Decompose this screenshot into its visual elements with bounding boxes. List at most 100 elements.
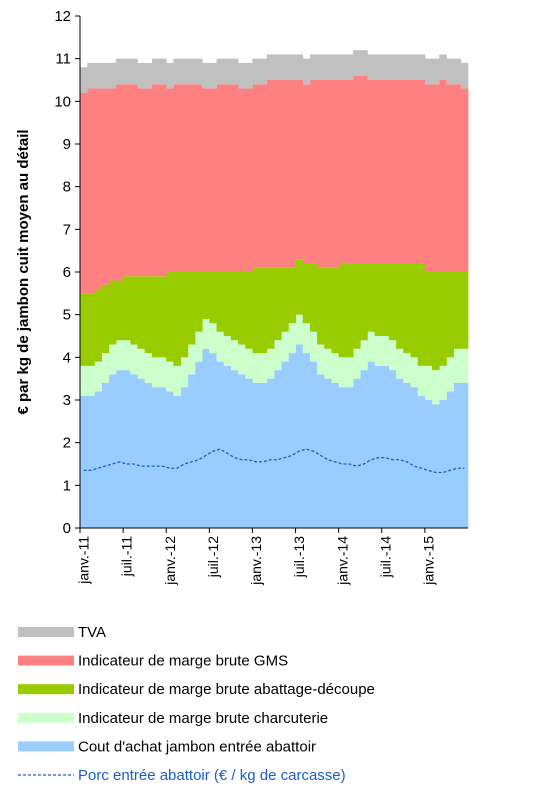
legend-label: Indicateur de marge brute GMS (78, 653, 288, 670)
area-segment (324, 54, 332, 80)
area-segment (410, 80, 419, 264)
area-segment (274, 267, 282, 341)
area-segment (137, 276, 146, 349)
area-segment (180, 84, 189, 273)
area-segment (151, 84, 160, 277)
area-segment (403, 263, 411, 354)
area-segment (115, 280, 124, 341)
y-tick-label: 3 (63, 392, 71, 409)
area-segment (302, 58, 311, 85)
area-segment (209, 272, 217, 324)
area-segment (123, 276, 131, 341)
area-segment (137, 62, 146, 89)
area-segment (317, 374, 325, 528)
legend-swatch (18, 684, 74, 695)
x-tick-label: juil.-14 (377, 536, 393, 578)
area-segment (410, 54, 419, 80)
area-segment (432, 84, 440, 273)
area-segment (302, 323, 311, 354)
area-segment (209, 323, 217, 354)
area-segment (108, 88, 117, 281)
area-segment (360, 370, 368, 528)
area-segment (137, 88, 146, 277)
area-segment (266, 348, 275, 379)
area-segment (353, 75, 361, 264)
y-tick-label: 5 (63, 307, 71, 324)
area-segment (281, 54, 289, 80)
area-segment (123, 370, 131, 528)
area-segment (345, 387, 354, 528)
area-segment (353, 50, 361, 76)
area-segment (424, 272, 433, 366)
area-segment (417, 263, 426, 366)
area-segment (87, 293, 95, 366)
area-segment (424, 400, 433, 528)
area-segment (410, 387, 419, 528)
area-segment (180, 357, 189, 388)
area-segment (453, 84, 462, 273)
area-segment (87, 365, 95, 396)
y-tick-label: 9 (63, 136, 71, 153)
area-segment (173, 395, 181, 528)
area-segment (266, 54, 275, 80)
y-tick-label: 4 (63, 349, 71, 366)
area-segment (281, 80, 289, 268)
area-segment (295, 314, 304, 345)
area-segment (94, 88, 102, 290)
area-segment (108, 374, 117, 528)
area-segment (446, 58, 455, 85)
y-tick-label: 7 (63, 221, 71, 238)
area-segment (202, 272, 210, 319)
area-segment (460, 348, 469, 383)
area-segment (331, 54, 340, 80)
area-segment (166, 88, 174, 273)
area-segment (367, 80, 375, 264)
area-segment (123, 340, 131, 371)
area-segment (166, 62, 174, 89)
area-segment (216, 331, 225, 362)
area-segment (439, 80, 447, 272)
legend-label: Porc entrée abattoir (€ / kg de carcasse… (78, 767, 346, 784)
area-segment (309, 331, 318, 362)
area-segment (396, 348, 404, 379)
area-segment (123, 58, 131, 85)
area-segment (101, 88, 110, 285)
area-segment (381, 54, 390, 80)
area-segment (446, 84, 455, 273)
area-segment (439, 272, 447, 366)
area-segment (353, 378, 361, 528)
area-segment (115, 370, 124, 528)
area-segment (194, 58, 203, 85)
area-segment (151, 387, 160, 528)
area-segment (252, 84, 261, 268)
area-segment (331, 80, 340, 268)
area-segment (374, 336, 383, 366)
area-segment (202, 62, 210, 89)
area-segment (324, 80, 332, 268)
area-segment (230, 272, 239, 341)
y-tick-label: 6 (63, 264, 71, 281)
area-segment (432, 58, 440, 85)
legend-label: Indicateur de marge brute abattage-décou… (78, 681, 375, 698)
area-segment (331, 267, 340, 354)
y-axis-title: € par kg de jambon cuit moyen au détail (15, 129, 32, 414)
area-segment (187, 84, 196, 273)
area-segment (137, 378, 146, 528)
area-segment (324, 267, 332, 349)
area-segment (223, 58, 232, 85)
area-segment (367, 263, 375, 332)
area-segment (187, 272, 196, 345)
area-segment (309, 361, 318, 528)
area-segment (288, 267, 296, 324)
area-segment (338, 263, 347, 358)
area-segment (252, 353, 261, 383)
area-segment (159, 84, 167, 277)
area-segment (374, 80, 383, 264)
area-segment (151, 58, 160, 85)
x-tick-label: janv.-11 (76, 536, 92, 585)
area-segment (274, 80, 282, 268)
area-segment (173, 58, 181, 85)
area-segment (353, 263, 361, 349)
area-segment (94, 289, 102, 362)
area-segment (295, 259, 304, 315)
